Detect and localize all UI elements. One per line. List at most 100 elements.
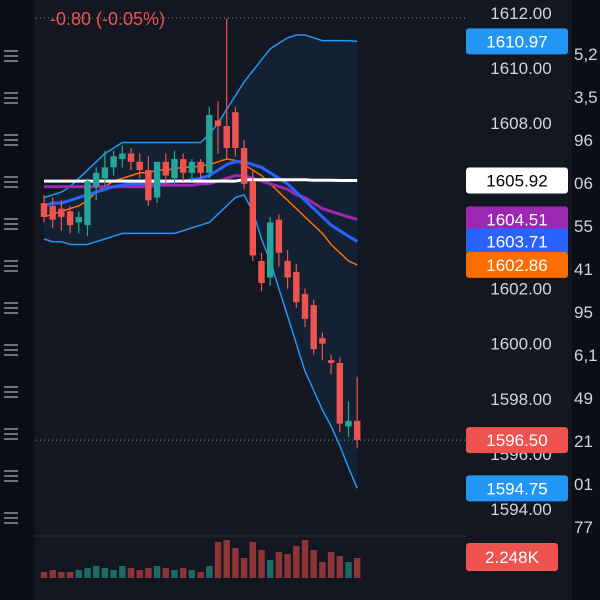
list-icon[interactable] — [4, 470, 18, 482]
volume-bar — [180, 568, 187, 578]
list-icon[interactable] — [4, 50, 18, 62]
volume-bar — [84, 568, 91, 578]
candle-body — [136, 161, 143, 171]
candle-body — [84, 181, 91, 226]
list-icon-bar — [4, 139, 18, 141]
candle — [127, 148, 135, 171]
candle-body — [301, 294, 309, 319]
list-icon[interactable] — [4, 92, 18, 104]
candle — [206, 106, 213, 179]
price-tag-background — [466, 206, 568, 233]
list-icon[interactable] — [4, 176, 18, 188]
list-icon-bar — [4, 438, 18, 440]
volume-bar — [66, 572, 74, 578]
candle-body — [145, 170, 152, 201]
list-icon-bar — [4, 517, 18, 519]
price-axis[interactable]: 1612.00 1610.00 1608.00 1602.00 1600.00 1598.… — [490, 4, 551, 519]
list-icon[interactable] — [4, 260, 18, 272]
price-tag-text: 1603.71 — [486, 232, 547, 251]
left-panel — [0, 0, 34, 600]
price-axis-tick: 1594.00 — [490, 500, 551, 519]
list-icon-bar — [4, 312, 18, 314]
candle — [40, 194, 48, 223]
volume-bar — [153, 566, 161, 578]
volume-bar — [197, 572, 204, 578]
list-icon[interactable] — [4, 386, 18, 398]
candle-body — [249, 181, 256, 256]
candlestick-series — [40, 18, 361, 449]
price-tag-bb-upper: 1610.97 — [466, 28, 568, 55]
volume-bar — [284, 554, 291, 578]
price-axis-tick: 1610.00 — [490, 59, 551, 78]
candle — [66, 205, 74, 234]
candle-body — [101, 167, 109, 179]
list-icon[interactable] — [4, 134, 18, 146]
right-edge-fragment: 5,2 — [574, 45, 598, 64]
candle-body — [127, 153, 135, 162]
candle-body — [336, 362, 343, 424]
candle — [223, 18, 230, 160]
volume-bar — [49, 570, 56, 578]
list-icon-bar — [4, 176, 18, 178]
list-icon-bar — [4, 470, 18, 472]
list-icon[interactable] — [4, 344, 18, 356]
candle — [136, 153, 143, 179]
candle-body — [284, 261, 291, 278]
volume-bar — [327, 552, 335, 578]
price-tag-ma-white: 1605.92 — [466, 167, 568, 194]
volume-bar — [145, 568, 152, 578]
candle-body — [75, 216, 82, 223]
volume-bar — [58, 572, 65, 578]
plot-area[interactable] — [34, 17, 466, 578]
list-icon-bar — [4, 480, 18, 482]
list-icon-bar — [4, 97, 18, 99]
list-icon[interactable] — [4, 512, 18, 524]
volume-bar — [345, 562, 352, 578]
price-tag-text: 1605.92 — [486, 172, 547, 191]
candle — [249, 170, 256, 261]
candle — [188, 159, 196, 182]
list-icon-bar — [4, 428, 18, 430]
right-edge-fragment: 49 — [574, 389, 593, 408]
right-edge-fragment: 21 — [574, 432, 593, 451]
candle — [162, 153, 169, 184]
price-tag-background — [466, 251, 568, 278]
moving-average-white — [44, 178, 358, 183]
volume-bar — [214, 542, 222, 578]
candle — [75, 211, 82, 234]
list-icon-bar — [4, 344, 18, 346]
candle-body — [197, 161, 204, 173]
candle-body — [49, 205, 56, 220]
candle-body — [214, 120, 222, 126]
volume-bar — [310, 550, 317, 578]
volume-bar — [40, 572, 48, 578]
list-icon-bar — [4, 386, 18, 388]
candle — [275, 214, 283, 267]
list-icon[interactable] — [4, 428, 18, 440]
list-icon-bar — [4, 433, 18, 435]
candle — [171, 150, 178, 184]
list-icon[interactable] — [4, 302, 18, 314]
candle-body — [327, 360, 335, 363]
candle — [336, 357, 343, 432]
list-icon-bar — [4, 260, 18, 262]
volume-bar — [101, 568, 109, 578]
price-axis-tick: 1598.00 — [490, 390, 551, 409]
volume-tag: 2.248K — [466, 543, 558, 571]
price-tag-text: 1602.86 — [486, 256, 547, 275]
list-icon[interactable] — [4, 218, 18, 230]
price-tag-background — [466, 167, 568, 194]
candle-body — [206, 114, 213, 173]
list-icon-bar — [4, 349, 18, 351]
list-icon-bar — [4, 302, 18, 304]
candle-body — [66, 211, 74, 226]
candle-body — [223, 125, 230, 149]
list-icon-bar — [4, 144, 18, 146]
candle-body — [240, 148, 248, 184]
candle-body — [310, 305, 317, 350]
list-icon-bar — [4, 396, 18, 398]
candle-body — [153, 161, 161, 198]
candle — [345, 401, 352, 438]
candle — [258, 252, 265, 292]
